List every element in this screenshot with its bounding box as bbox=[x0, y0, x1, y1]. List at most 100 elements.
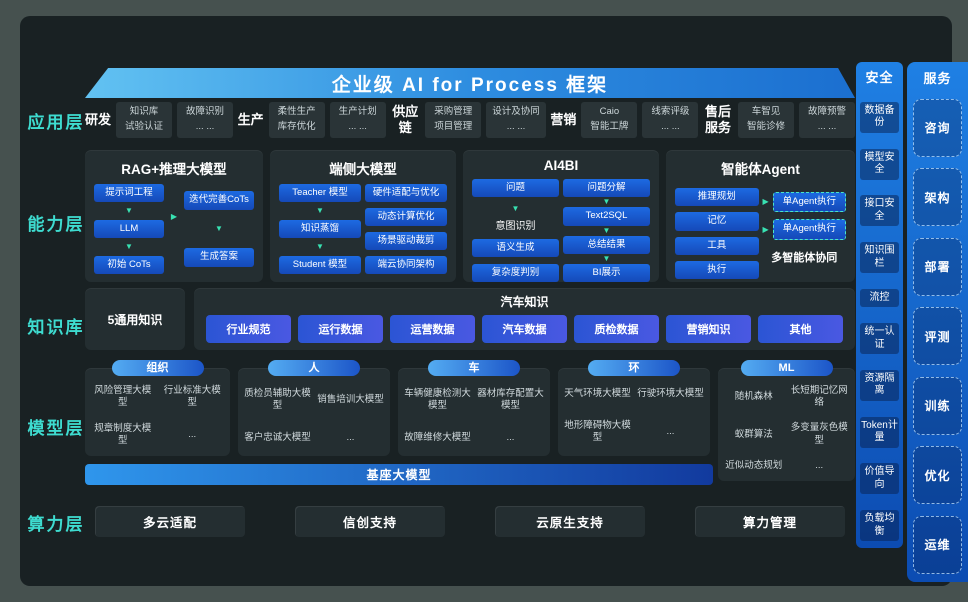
card-body: 问题 ▼ 意图识别 语义生成 复杂度判别 问题分解 ▼ Text2SQL ▼ 总… bbox=[472, 179, 650, 283]
model-items: 风险管理大模型 行业标准大模型 规章制度大模型 ... bbox=[90, 381, 225, 451]
model-item: 故障维修大模型 bbox=[404, 431, 471, 443]
arrow-down-icon: ▼ bbox=[602, 254, 611, 264]
app-box: 柔性生产 库存优化 bbox=[268, 102, 325, 138]
step-box: 单Agent执行 bbox=[772, 219, 846, 240]
security-item: 负载均衡 bbox=[860, 510, 899, 541]
app-box: 线索评级 ... ... bbox=[642, 102, 699, 138]
knowledge-pill: 质检数据 bbox=[574, 315, 659, 343]
app-box-line: 柔性生产 bbox=[277, 106, 316, 118]
model-group-organization: 组织 风险管理大模型 行业标准大模型 规章制度大模型 ... bbox=[85, 360, 230, 456]
app-group-after-sales: 售后服务 车智见 智能诊修 故障预警 ... ... bbox=[703, 102, 855, 138]
app-box-line: 试验认证 bbox=[125, 121, 164, 132]
security-item: 数据备份 bbox=[860, 101, 899, 133]
app-box-line: 车智见 bbox=[751, 106, 781, 118]
app-box-line: 知识库 bbox=[129, 106, 159, 118]
model-item: 长短期记忆网络 bbox=[790, 384, 848, 408]
step-box: 语义生成 bbox=[472, 239, 559, 258]
security-item: 资源隔离 bbox=[860, 369, 899, 401]
card-body: 提示词工程 ▼ LLM ▼ 初始 CoTs ▶ 迭代完善CoTs ▼ 生成答案 bbox=[94, 184, 254, 274]
agent-caption: 多智能体协同 bbox=[771, 251, 838, 264]
app-box-line: 生产计划 bbox=[338, 106, 377, 118]
app-group-marketing: 营销 Caio 智能工牌 线索评级 ... ... bbox=[550, 102, 699, 138]
card-title: RAG+推理大模型 bbox=[121, 162, 227, 177]
card-ai4bi: AI4BI 问题 ▼ 意图识别 语义生成 复杂度判别 问题分解 ▼ Text2S… bbox=[463, 150, 659, 283]
security-item: 接口安全 bbox=[860, 195, 899, 227]
security-item: 统一认证 bbox=[860, 323, 899, 354]
arrow-down-icon: ▼ bbox=[602, 225, 611, 235]
arrow-down-icon: ▼ bbox=[316, 241, 324, 251]
card-title: 智能体Agent bbox=[721, 162, 800, 177]
step-box: 工具 bbox=[675, 236, 759, 256]
step-box: 提示词工程 bbox=[94, 184, 164, 203]
compute-box-cloudnative: 云原生支持 bbox=[495, 506, 645, 537]
app-box-line: 设计及协同 bbox=[492, 106, 540, 118]
app-box-line: Caio bbox=[599, 106, 620, 118]
model-item: 器材库存配置大模型 bbox=[477, 387, 544, 412]
step-box: 端云协同架构 bbox=[365, 255, 447, 274]
layer-label-compute: 算力层 bbox=[27, 515, 85, 534]
app-box-line: 库存优化 bbox=[277, 121, 316, 132]
step-box: Student 模型 bbox=[279, 255, 361, 274]
step-box: 场景驱动裁剪 bbox=[365, 231, 447, 251]
model-group-pill: 环 bbox=[588, 360, 680, 376]
model-item: 规章制度大模型 bbox=[94, 422, 152, 446]
knowledge-layer-row: 5通用知识 汽车知识 行业规范 运行数据 运营数据 汽车数据 质检数据 营销知识… bbox=[85, 288, 855, 350]
app-box-line: 线索评级 bbox=[651, 106, 690, 118]
compute-box-xinchuang: 信创支持 bbox=[295, 506, 445, 537]
step-box: 单Agent执行 bbox=[772, 192, 846, 213]
service-item: 评测 bbox=[913, 307, 962, 366]
model-group-environment: 环 天气环境大模型 行驶环境大模型 地形障碍物大模型 ... bbox=[558, 360, 710, 456]
app-box: 设计及协同 ... ... bbox=[486, 102, 546, 138]
model-group-people: 人 质检员辅助大模型 销售培训大模型 客户忠诚大模型 ... bbox=[238, 360, 390, 456]
rag-left-column: 提示词工程 ▼ LLM ▼ 初始 CoTs bbox=[94, 184, 164, 274]
arrow-down-icon: ▼ bbox=[511, 203, 520, 213]
card-agent: 智能体Agent 推理规划 记忆 工具 执行 ▶ 单Agent执行 ▶ 单Age… bbox=[666, 150, 855, 282]
model-items: 天气环境大模型 行驶环境大模型 地形障碍物大模型 ... bbox=[563, 381, 705, 451]
layer-label-capability: 能力层 bbox=[27, 215, 85, 234]
step-box: BI展示 bbox=[563, 264, 650, 283]
security-title: 安全 bbox=[865, 70, 894, 85]
service-title: 服务 bbox=[923, 71, 952, 86]
step-box: 生成答案 bbox=[184, 248, 254, 267]
app-group-production: 生产 柔性生产 库存优化 生产计划 ... ... bbox=[238, 102, 386, 138]
knowledge-pill: 营销知识 bbox=[666, 315, 751, 343]
layer-label-application: 应用层 bbox=[27, 113, 85, 132]
model-item: 近似动态规划 bbox=[725, 460, 783, 472]
step-box: 记忆 bbox=[675, 212, 759, 231]
app-box: 故障识别 ... ... bbox=[177, 102, 234, 138]
arrow-down-icon: ▼ bbox=[215, 224, 223, 233]
edge-left-column: Teacher 模型 ▼ 知识蒸馏 ▼ Student 模型 bbox=[279, 184, 361, 274]
model-items: 随机森林 长短期记忆网络 蚁群算法 多变量灰色模型 近似动态规划 ... bbox=[723, 381, 850, 476]
model-item: 随机森林 bbox=[734, 390, 773, 402]
app-box-line: ... ... bbox=[661, 121, 680, 132]
model-item: 地形障碍物大模型 bbox=[564, 419, 631, 443]
model-item: 多变量灰色模型 bbox=[790, 422, 848, 446]
layer-label-model: 模型层 bbox=[27, 419, 85, 438]
step-box: 推理规划 bbox=[675, 188, 759, 207]
step-box: 问题 bbox=[472, 179, 559, 198]
security-item: 知识围栏 bbox=[860, 242, 899, 273]
app-box-line: 故障识别 bbox=[186, 106, 225, 118]
card-body: 推理规划 记忆 工具 执行 ▶ 单Agent执行 ▶ 单Agent执行 多智能体… bbox=[675, 184, 846, 280]
step-box: 总结结果 bbox=[563, 235, 650, 255]
compute-box-management: 算力管理 bbox=[695, 506, 845, 537]
model-item: 行业标准大模型 bbox=[163, 384, 221, 408]
app-box: 生产计划 ... ... bbox=[329, 102, 386, 138]
step-box: LLM bbox=[94, 219, 164, 239]
app-box-line: 项目管理 bbox=[434, 121, 473, 132]
arrow-down-icon: ▼ bbox=[125, 241, 133, 251]
card-title: 端侧大模型 bbox=[329, 162, 397, 177]
service-item: 架构 bbox=[913, 168, 962, 227]
app-group-rd: 研发 知识库 试验认证 故障识别 ... ... bbox=[85, 102, 234, 138]
card-body: Teacher 模型 ▼ 知识蒸馏 ▼ Student 模型 硬件适配与优化 动… bbox=[279, 184, 447, 274]
step-box: 知识蒸馏 bbox=[279, 219, 361, 239]
app-box-line: 智能工牌 bbox=[590, 121, 629, 132]
app-box: 采购管理 项目管理 bbox=[425, 102, 482, 138]
model-item: ... bbox=[346, 431, 355, 443]
step-box: Text2SQL bbox=[563, 207, 650, 226]
application-layer-row: 研发 知识库 试验认证 故障识别 ... ... 生产 柔性生产 库存优化 生产计划.… bbox=[85, 99, 855, 141]
model-group-pill: 车 bbox=[428, 360, 520, 376]
rag-connector: ▶ bbox=[168, 184, 180, 274]
model-item: ... bbox=[506, 431, 515, 443]
model-item: ... bbox=[188, 428, 197, 440]
